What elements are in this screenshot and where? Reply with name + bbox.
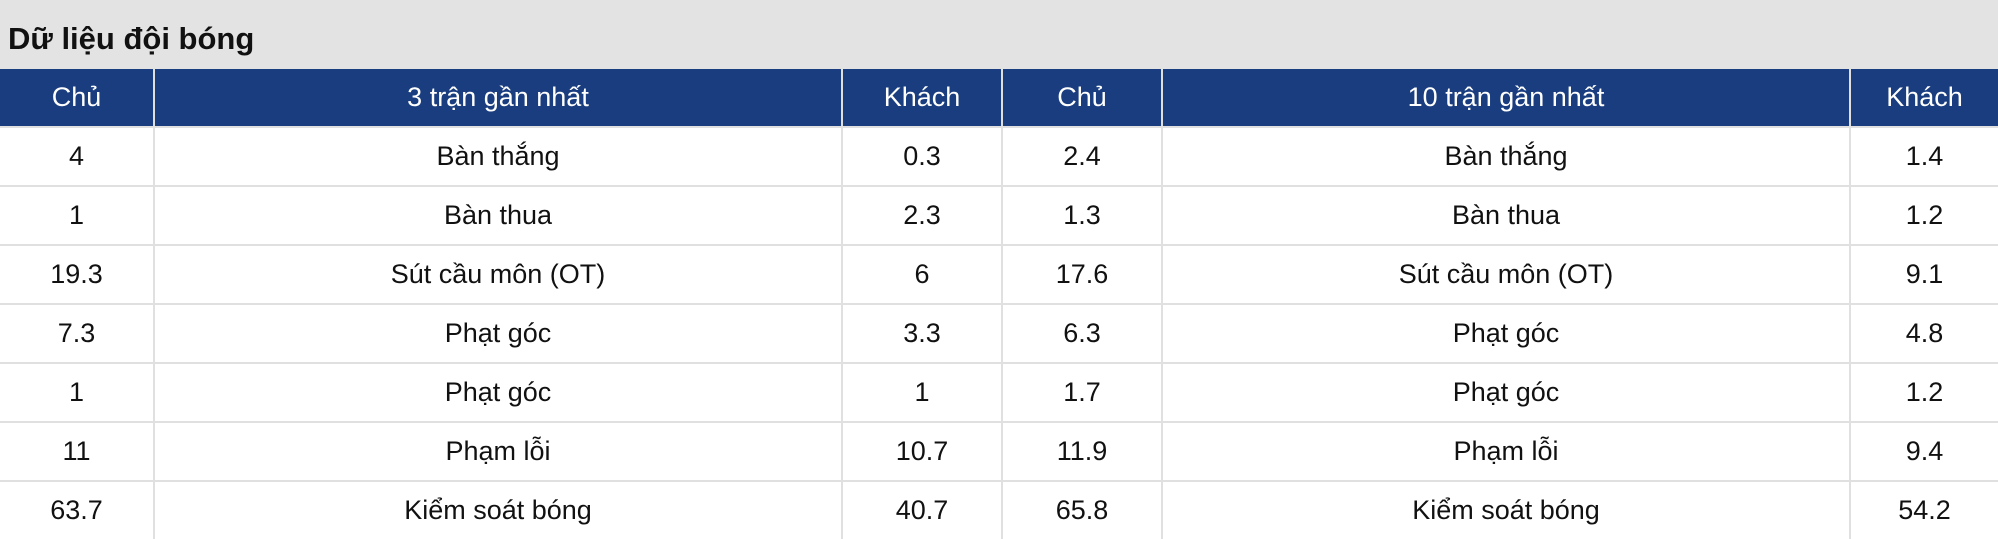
cell-away-10: 9.4 xyxy=(1849,421,1998,481)
table-row: 63.7 Kiểm soát bóng 40.7 65.8 Kiểm soát bóng… xyxy=(0,480,1998,539)
cell-away-3: 3.3 xyxy=(841,303,1002,363)
cell-away-10: 54.2 xyxy=(1849,480,1998,539)
cell-home-3: 4 xyxy=(0,126,154,186)
cell-home-10: 17.6 xyxy=(1001,244,1162,304)
cell-stat-3: Phạt góc xyxy=(153,362,842,422)
cell-home-10: 2.4 xyxy=(1001,126,1162,186)
cell-stat-3: Phạt góc xyxy=(153,303,842,363)
cell-away-3: 0.3 xyxy=(841,126,1002,186)
cell-home-3: 11 xyxy=(0,421,154,481)
cell-away-3: 2.3 xyxy=(841,185,1002,245)
cell-stat-3: Bàn thắng xyxy=(153,126,842,186)
cell-away-3: 1 xyxy=(841,362,1002,422)
team-stats-table: Chủ 3 trận gần nhất Khách Chủ 10 trận gầ… xyxy=(0,69,1998,539)
cell-away-10: 1.2 xyxy=(1849,185,1998,245)
cell-home-10: 65.8 xyxy=(1001,480,1162,539)
cell-away-3: 10.7 xyxy=(841,421,1002,481)
table-row: 7.3 Phạt góc 3.3 6.3 Phạt góc 4.8 xyxy=(0,303,1998,363)
cell-away-10: 1.4 xyxy=(1849,126,1998,186)
cell-away-10: 4.8 xyxy=(1849,303,1998,363)
table-header-row: Chủ 3 trận gần nhất Khách Chủ 10 trận gầ… xyxy=(0,69,1998,127)
cell-away-3: 40.7 xyxy=(841,480,1002,539)
cell-stat-10: Bàn thắng xyxy=(1161,126,1850,186)
cell-home-3: 19.3 xyxy=(0,244,154,304)
table-row: 4 Bàn thắng 0.3 2.4 Bàn thắng 1.4 xyxy=(0,126,1998,186)
cell-stat-3: Kiểm soát bóng xyxy=(153,480,842,539)
cell-away-3: 6 xyxy=(841,244,1002,304)
cell-away-10: 9.1 xyxy=(1849,244,1998,304)
cell-stat-3: Phạm lỗi xyxy=(153,421,842,481)
cell-stat-10: Sút cầu môn (OT) xyxy=(1161,244,1850,304)
cell-stat-10: Phạt góc xyxy=(1161,362,1850,422)
header-home-3: Chủ xyxy=(0,69,154,127)
header-away-3: Khách xyxy=(841,69,1002,127)
cell-home-3: 1 xyxy=(0,185,154,245)
cell-stat-3: Bàn thua xyxy=(153,185,842,245)
table-row: 1 Bàn thua 2.3 1.3 Bàn thua 1.2 xyxy=(0,185,1998,245)
section-header: Dữ liệu đội bóng xyxy=(0,0,1998,69)
cell-stat-10: Phạt góc xyxy=(1161,303,1850,363)
table-row: 19.3 Sút cầu môn (OT) 6 17.6 Sút cầu môn (OT… xyxy=(0,244,1998,304)
cell-home-10: 1.7 xyxy=(1001,362,1162,422)
cell-stat-10: Phạm lỗi xyxy=(1161,421,1850,481)
cell-stat-3: Sút cầu môn (OT) xyxy=(153,244,842,304)
table-row: 11 Phạm lỗi 10.7 11.9 Phạm lỗi 9.4 xyxy=(0,421,1998,481)
table-row: 1 Phạt góc 1 1.7 Phạt góc 1.2 xyxy=(0,362,1998,422)
cell-home-3: 1 xyxy=(0,362,154,422)
cell-home-10: 6.3 xyxy=(1001,303,1162,363)
header-last-3: 3 trận gần nhất xyxy=(153,69,842,127)
cell-stat-10: Bàn thua xyxy=(1161,185,1850,245)
cell-home-10: 11.9 xyxy=(1001,421,1162,481)
header-last-10: 10 trận gần nhất xyxy=(1161,69,1850,127)
cell-away-10: 1.2 xyxy=(1849,362,1998,422)
section-title: Dữ liệu đội bóng xyxy=(8,20,255,56)
cell-home-3: 63.7 xyxy=(0,480,154,539)
header-home-10: Chủ xyxy=(1001,69,1162,127)
cell-stat-10: Kiểm soát bóng xyxy=(1161,480,1850,539)
cell-home-10: 1.3 xyxy=(1001,185,1162,245)
header-away-10: Khách xyxy=(1849,69,1998,127)
cell-home-3: 7.3 xyxy=(0,303,154,363)
